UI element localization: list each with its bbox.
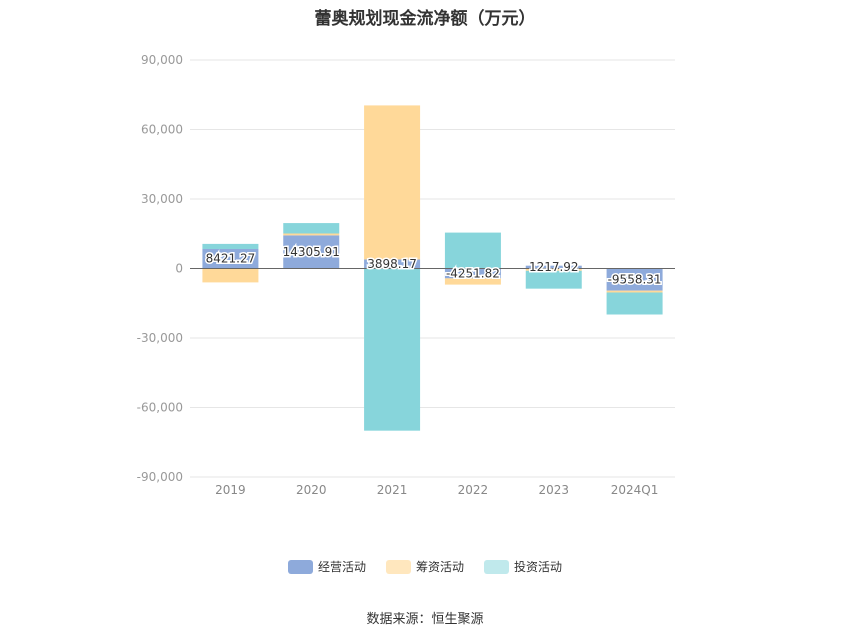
bars bbox=[202, 105, 663, 431]
y-tick-label: -60,000 bbox=[137, 401, 183, 415]
data-label: 3898.17 bbox=[367, 257, 417, 271]
bar-financing bbox=[283, 233, 340, 236]
data-source-note: 数据来源：恒生聚源 bbox=[366, 612, 484, 627]
bar-operating bbox=[444, 268, 501, 279]
bar-operating bbox=[202, 248, 259, 269]
data-label: -4251.82 bbox=[446, 266, 500, 280]
x-tick-label: 2020 bbox=[296, 483, 327, 497]
y-axis: 90,000 60,000 30,000 0 -30,000 -60,000 -90,000 bbox=[137, 53, 183, 484]
data-label: 8421.27 bbox=[206, 252, 256, 266]
data-label: 1217.92 bbox=[529, 260, 579, 274]
legend-label-investing: 投资活动 bbox=[514, 560, 563, 574]
data-label: 14305.91 bbox=[283, 245, 340, 259]
y-tick-label: 30,000 bbox=[141, 192, 183, 206]
legend-item-operating[interactable]: 经营活动 bbox=[287, 558, 366, 575]
bar-investing bbox=[202, 243, 259, 249]
bar-operating bbox=[364, 259, 421, 269]
legend: 经营活动 筹资活动 投资活动 bbox=[0, 558, 850, 575]
legend-item-investing[interactable]: 投资活动 bbox=[484, 558, 562, 575]
bar-operating bbox=[283, 235, 340, 269]
x-axis: 2019 2020 2021 2022 2023 2024Q1 bbox=[190, 476, 675, 497]
y-tick-label: -30,000 bbox=[137, 331, 183, 345]
legend-label-financing: 筹资活动 bbox=[415, 560, 464, 574]
y-tick-label: 60,000 bbox=[141, 123, 183, 137]
bar-investing bbox=[444, 232, 501, 269]
bar-operating bbox=[606, 268, 663, 291]
legend-swatch-investing bbox=[484, 559, 509, 574]
data-label: -9558.31 bbox=[608, 273, 662, 287]
bar-investing bbox=[525, 270, 582, 289]
legend-item-financing[interactable]: 筹资活动 bbox=[385, 558, 464, 575]
x-tick-label: 2022 bbox=[458, 483, 489, 497]
bar-financing bbox=[606, 290, 663, 293]
bar-financing bbox=[364, 105, 421, 260]
y-tick-label: 0 bbox=[175, 262, 183, 276]
legend-label-operating: 经营活动 bbox=[317, 560, 366, 574]
x-tick-label: 2019 bbox=[215, 483, 246, 497]
chart-title: 蕾奥规划现金流净额（万元） bbox=[314, 9, 536, 29]
bar-financing bbox=[525, 268, 582, 271]
bar-financing bbox=[444, 278, 501, 285]
data-labels: 8421.27 14305.91 3898.17 -4251.82 1217.92 -95… bbox=[204, 243, 663, 288]
legend-swatch-financing bbox=[385, 559, 411, 574]
x-tick-label: 2021 bbox=[377, 483, 408, 497]
bar-investing bbox=[364, 268, 421, 431]
bar-investing bbox=[606, 292, 663, 315]
legend-swatch-operating bbox=[287, 559, 313, 574]
y-tick-label: -90,000 bbox=[137, 470, 183, 484]
y-tick-label: 90,000 bbox=[141, 53, 183, 67]
bar-operating bbox=[525, 265, 582, 269]
x-tick-label: 2024Q1 bbox=[611, 483, 659, 497]
bar-financing bbox=[202, 268, 259, 283]
gridlines bbox=[190, 59, 675, 478]
x-tick-label: 2023 bbox=[538, 483, 569, 497]
bar-investing bbox=[283, 223, 340, 234]
